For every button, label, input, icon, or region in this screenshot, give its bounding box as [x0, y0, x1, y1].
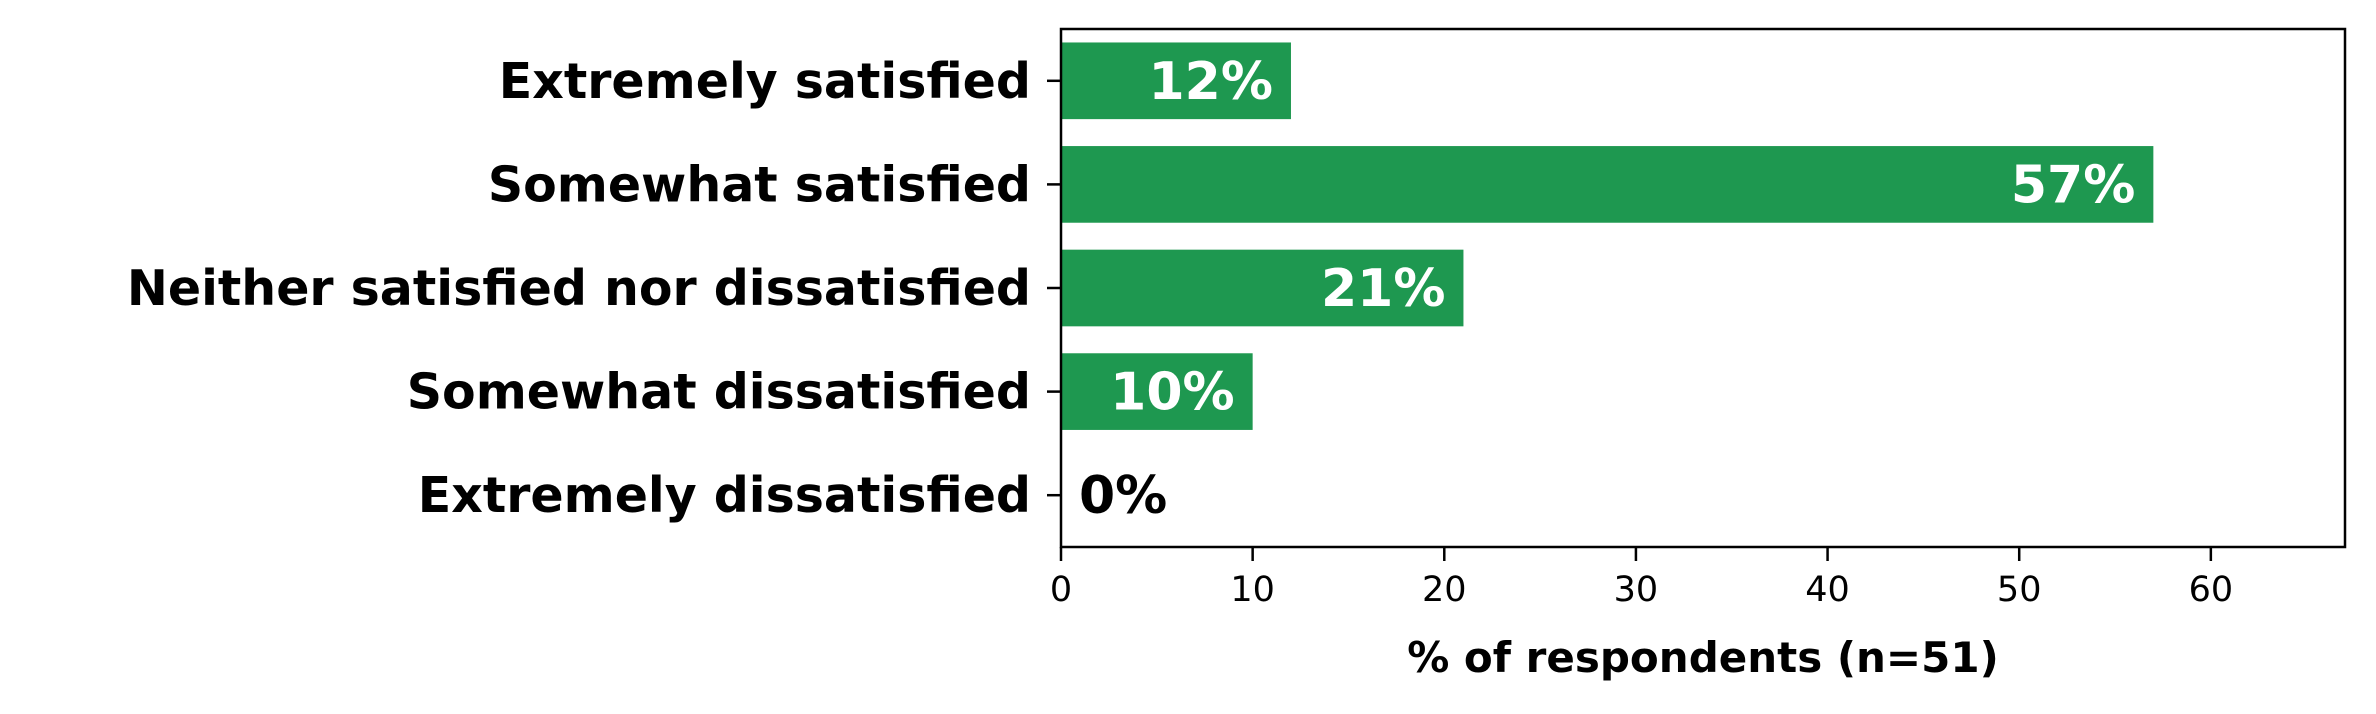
bar	[1061, 353, 1253, 430]
x-axis-title: % of respondents (n=51)	[1407, 633, 1999, 682]
x-tick-label: 20	[1422, 570, 1467, 610]
data-labels-layer: 12% 57% 21% 10% 0%	[1079, 52, 2135, 526]
x-tick-label: 40	[1805, 570, 1850, 610]
x-tick-label: 50	[1997, 570, 2042, 610]
category-label: Neither satisfied nor dissatisfied	[127, 260, 1031, 317]
data-label: 57%	[2011, 155, 2135, 215]
bar	[1061, 249, 1464, 327]
x-tick-label: 30	[1614, 570, 1659, 610]
data-label: 10%	[1110, 363, 1234, 423]
bars-layer	[1061, 42, 2154, 430]
data-label: 12%	[1149, 52, 1273, 112]
data-label: 21%	[1321, 259, 1445, 319]
bar	[1061, 146, 2154, 223]
x-tick-label: 0	[1050, 570, 1072, 610]
bar	[1061, 42, 1291, 120]
category-label: Extremely satisfied	[499, 53, 1031, 110]
category-label: Extremely dissatisfied	[418, 467, 1031, 524]
category-label: Somewhat dissatisfied	[407, 364, 1031, 421]
data-label: 0%	[1079, 466, 1167, 526]
x-tick-label: 60	[2189, 570, 2234, 610]
x-axis: 0 10 20 30 40 50 60	[1050, 547, 2233, 610]
y-axis: Extremely satisfied Somewhat satisfied Nei…	[127, 53, 1061, 524]
category-label: Somewhat satisfied	[488, 156, 1031, 213]
x-tick-label: 10	[1230, 570, 1275, 610]
